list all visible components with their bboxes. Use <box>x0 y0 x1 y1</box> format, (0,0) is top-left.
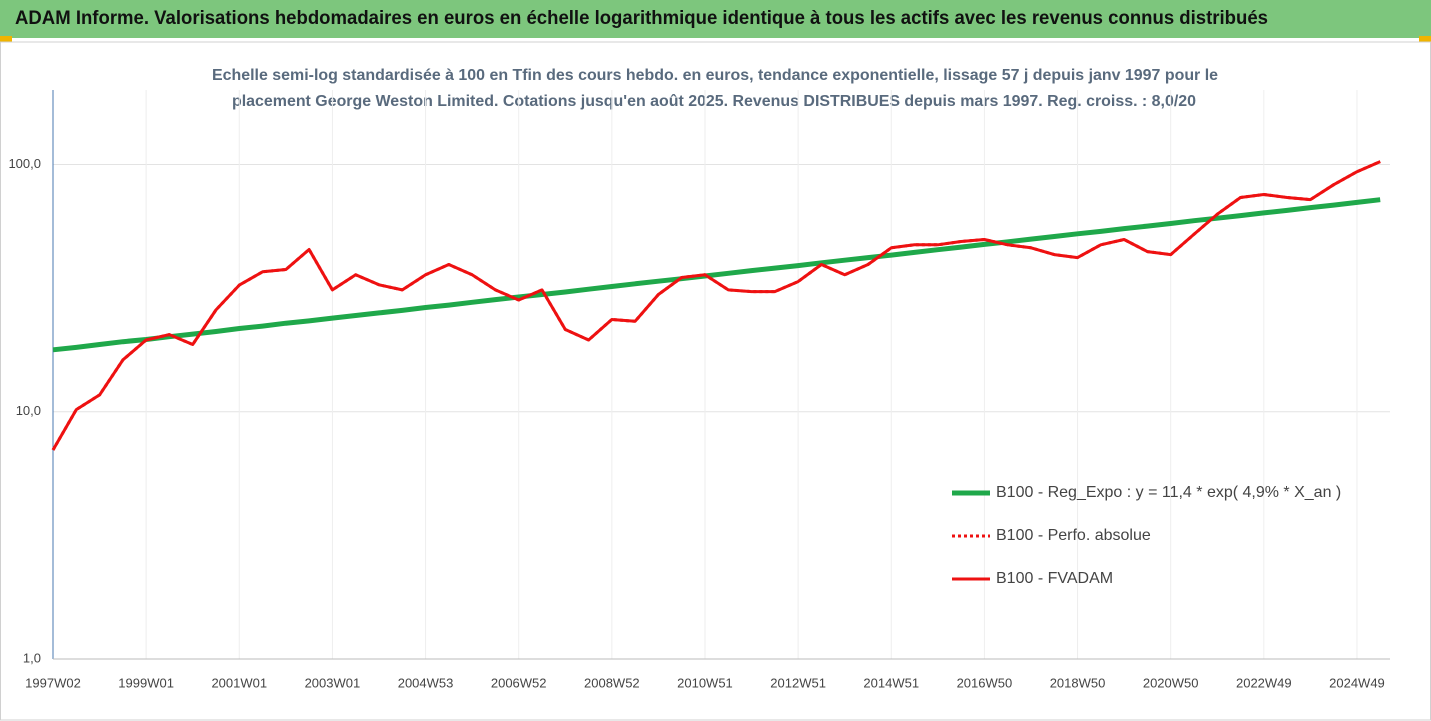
y-tick-label: 10,0 <box>16 403 41 418</box>
legend-label: B100 - Reg_Expo : y = 11,4 * exp( 4,9% *… <box>996 484 1341 501</box>
x-tick-label: 1997W02 <box>25 675 81 690</box>
legend-label: B100 - FVADAM <box>996 570 1113 587</box>
y-tick-label: 100,0 <box>8 156 41 171</box>
x-tick-label: 1999W01 <box>118 675 174 690</box>
x-tick-label: 2016W50 <box>957 675 1013 690</box>
series-line <box>51 160 1381 451</box>
x-tick-label: 2010W51 <box>677 675 733 690</box>
x-tick-label: 2022W49 <box>1236 675 1292 690</box>
x-tick-label: 2003W01 <box>305 675 361 690</box>
x-tick-label: 2001W01 <box>211 675 267 690</box>
x-tick-label: 2020W50 <box>1143 675 1199 690</box>
y-tick-label: 1,0 <box>23 650 41 665</box>
x-tick-label: 2006W52 <box>491 675 547 690</box>
corner-mark <box>1419 36 1431 42</box>
series-line <box>52 197 1381 353</box>
header-bar <box>0 0 1431 38</box>
x-tick-label: 2008W52 <box>584 675 640 690</box>
x-tick-label: 2004W53 <box>398 675 454 690</box>
legend-label: B100 - Perfo. absolue <box>996 527 1151 544</box>
header-title: ADAM Informe. Valorisations hebdomadaire… <box>15 8 1268 29</box>
x-tick-label: 2018W50 <box>1050 675 1106 690</box>
chart-subtitle: Echelle semi-log standardisée à 100 en T… <box>212 67 1218 84</box>
corner-mark <box>0 36 12 42</box>
x-tick-label: 2024W49 <box>1329 675 1385 690</box>
x-tick-label: 2012W51 <box>770 675 826 690</box>
x-tick-label: 2014W51 <box>863 675 919 690</box>
chart-subtitle: placement George Weston Limited. Cotatio… <box>232 93 1196 110</box>
